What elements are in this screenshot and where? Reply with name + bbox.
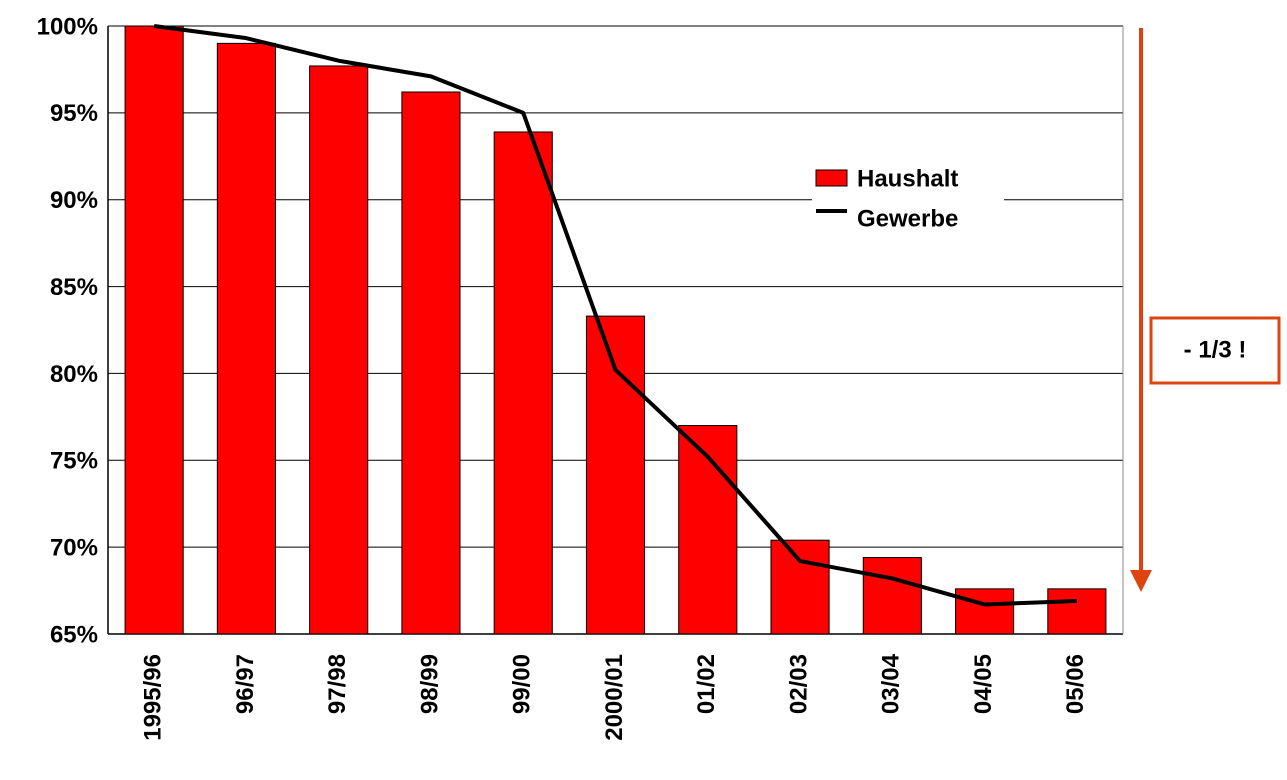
x-tick-label: 03/04 bbox=[878, 653, 905, 714]
legend-label: Haushalt bbox=[857, 165, 958, 192]
bar bbox=[309, 65, 369, 635]
bar bbox=[770, 539, 830, 635]
bar bbox=[862, 557, 922, 635]
x-tick-label: 98/99 bbox=[416, 654, 443, 714]
bar bbox=[1047, 588, 1107, 635]
x-tick-label: 97/98 bbox=[324, 654, 351, 714]
y-tick-label: 75% bbox=[50, 448, 98, 475]
annotation-arrowhead bbox=[1130, 570, 1152, 592]
y-tick-label: 90% bbox=[50, 187, 98, 214]
y-tick-label: 95% bbox=[50, 100, 98, 127]
x-tick-label: 1995/96 bbox=[139, 654, 166, 741]
x-tick-label: 99/00 bbox=[509, 654, 536, 714]
legend-swatch bbox=[815, 169, 848, 187]
y-tick-label: 65% bbox=[50, 621, 98, 648]
bar bbox=[124, 25, 184, 635]
x-tick-label: 96/97 bbox=[232, 654, 259, 714]
y-tick-label: 100% bbox=[37, 13, 98, 40]
y-tick-label: 85% bbox=[50, 274, 98, 301]
bar bbox=[493, 131, 553, 635]
y-tick-label: 80% bbox=[50, 361, 98, 388]
bar bbox=[401, 91, 461, 635]
line bbox=[153, 24, 1077, 607]
annotation-box bbox=[1149, 316, 1281, 385]
y-tick-label: 70% bbox=[50, 534, 98, 561]
x-tick-label: 01/02 bbox=[693, 654, 720, 714]
bar bbox=[678, 425, 738, 635]
x-tick-label: 04/05 bbox=[970, 654, 997, 714]
bar bbox=[216, 42, 276, 635]
annotation: - 1/3 ! bbox=[1184, 336, 1247, 363]
x-tick-label: 02/03 bbox=[785, 654, 812, 714]
legend-label: Gewerbe bbox=[857, 205, 958, 232]
x-tick-label: 05/06 bbox=[1062, 654, 1089, 714]
bar bbox=[585, 315, 646, 635]
bar bbox=[955, 588, 1015, 635]
x-tick-label: 2000/01 bbox=[601, 654, 628, 741]
